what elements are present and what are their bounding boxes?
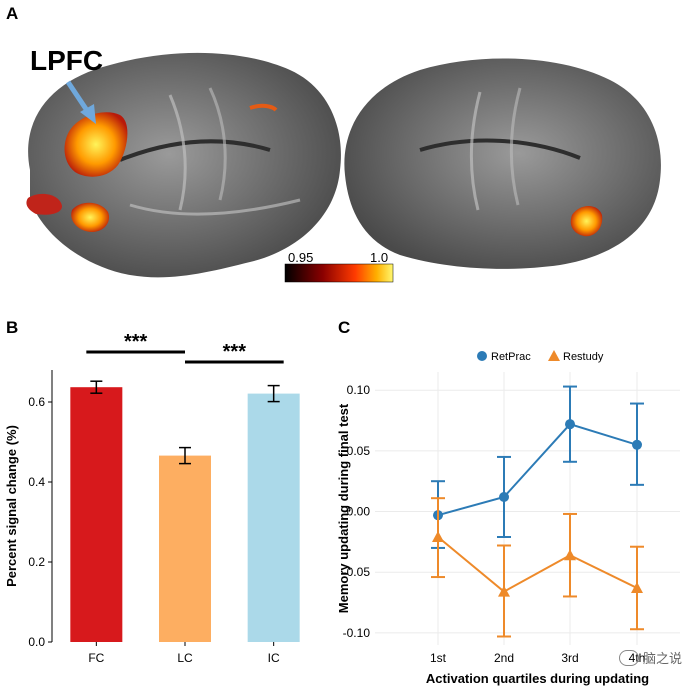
bar bbox=[247, 393, 300, 642]
lpfc-arrow bbox=[65, 80, 96, 124]
significance-label: *** bbox=[223, 341, 247, 363]
y-tick-label: -0.05 bbox=[343, 565, 371, 579]
significance-label: *** bbox=[124, 331, 148, 353]
legend-marker bbox=[477, 351, 487, 361]
y-tick-label: 0.4 bbox=[28, 475, 45, 489]
y-tick-label: 0.2 bbox=[28, 555, 45, 569]
watermark-text: 脑之说 bbox=[642, 651, 682, 666]
y-tick-label: 0.00 bbox=[347, 505, 371, 519]
plot-area bbox=[375, 372, 680, 645]
y-tick-label: 0.10 bbox=[347, 383, 371, 397]
y-axis-label: Memory updating during final test bbox=[336, 403, 351, 613]
data-point bbox=[631, 581, 643, 593]
wechat-icon bbox=[618, 649, 639, 666]
series-line bbox=[437, 423, 638, 517]
data-point bbox=[632, 439, 642, 450]
y-tick-label: -0.10 bbox=[343, 626, 371, 640]
legend-label: RetPrac bbox=[491, 351, 531, 363]
panel-c-letter: C bbox=[338, 318, 351, 337]
x-tick-label: 3rd bbox=[561, 651, 578, 665]
colorbar-max-label: 1.0 bbox=[370, 250, 388, 265]
colorbar-gradient bbox=[284, 263, 394, 283]
legend-label: Restudy bbox=[563, 351, 604, 363]
data-point bbox=[565, 419, 575, 430]
y-tick-label: 0.0 bbox=[28, 635, 45, 649]
data-point bbox=[564, 549, 576, 561]
panel-b-letter: B bbox=[6, 318, 19, 337]
right-inferior-frontal-blob bbox=[570, 206, 603, 237]
bar bbox=[70, 387, 123, 642]
panel-a-letter: A bbox=[6, 4, 19, 23]
data-point bbox=[498, 585, 510, 597]
x-tick-label: LC bbox=[177, 651, 193, 665]
series-line bbox=[437, 536, 638, 593]
x-tick-label: IC bbox=[268, 651, 280, 665]
x-tick-label: 1st bbox=[430, 651, 447, 665]
lpfc-label: LPFC bbox=[30, 45, 103, 76]
y-axis-label: Percent signal change (%) bbox=[4, 425, 19, 587]
legend-marker bbox=[548, 350, 560, 361]
lpfc-activation-blob bbox=[64, 112, 128, 177]
x-axis-label: Activation quartiles during updating bbox=[426, 671, 649, 686]
data-point bbox=[499, 491, 509, 502]
inferior-frontal-blob bbox=[26, 103, 278, 232]
bar bbox=[159, 455, 211, 642]
x-tick-label: FC bbox=[88, 651, 104, 665]
y-tick-label: 0.05 bbox=[347, 444, 371, 458]
watermark: 脑之说 bbox=[618, 648, 682, 667]
bar-chart: 0.0 0.2 0.4 0.6 Percent signal change (%) FC L… bbox=[4, 331, 300, 665]
x-tick-label: 2nd bbox=[494, 651, 514, 665]
colorbar: 0.95 1.0 bbox=[284, 250, 394, 283]
data-point bbox=[432, 531, 444, 543]
right-hemisphere bbox=[344, 58, 661, 269]
y-tick-label: 0.6 bbox=[28, 395, 45, 409]
colorbar-min-label: 0.95 bbox=[288, 250, 313, 265]
